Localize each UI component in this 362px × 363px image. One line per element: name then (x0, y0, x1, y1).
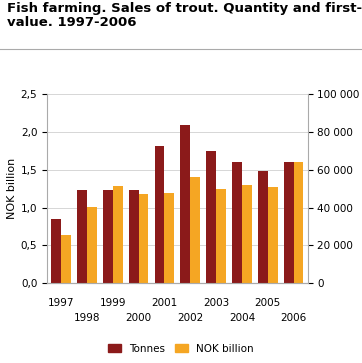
Bar (77, 190, 87, 283)
Legend: Tonnes, NOK billion: Tonnes, NOK billion (104, 339, 258, 358)
Bar (51, 219, 61, 283)
Bar (155, 146, 164, 283)
Text: value. 1997-2006: value. 1997-2006 (7, 16, 137, 29)
Bar (181, 125, 190, 283)
Text: 2002: 2002 (177, 313, 203, 323)
Bar (242, 185, 252, 283)
Text: 1998: 1998 (74, 313, 100, 323)
Bar (206, 151, 216, 283)
Text: 2005: 2005 (254, 298, 281, 307)
Text: 2001: 2001 (151, 298, 178, 307)
Text: Fish farming. Sales of trout. Quantity and first-hand: Fish farming. Sales of trout. Quantity a… (7, 2, 362, 15)
Text: 1997: 1997 (48, 298, 75, 307)
Bar (61, 235, 71, 283)
Text: 2004: 2004 (229, 313, 255, 323)
Bar (129, 189, 139, 283)
Bar (113, 187, 123, 283)
Bar (258, 171, 268, 283)
Bar (87, 207, 97, 283)
Bar (103, 189, 113, 283)
Bar (268, 187, 278, 283)
Text: 1999: 1999 (100, 298, 126, 307)
Bar (139, 194, 148, 283)
Bar (232, 162, 242, 283)
Y-axis label: NOK billion: NOK billion (7, 158, 17, 219)
Text: 2000: 2000 (126, 313, 152, 323)
Text: 2003: 2003 (203, 298, 229, 307)
Bar (164, 193, 174, 283)
Bar (216, 189, 226, 283)
Text: 2006: 2006 (281, 313, 307, 323)
Bar (284, 162, 294, 283)
Bar (190, 178, 200, 283)
Bar (294, 162, 303, 283)
